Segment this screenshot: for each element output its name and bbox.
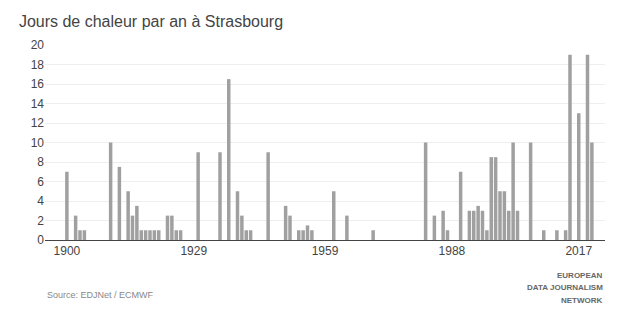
svg-text:12: 12 [31, 116, 45, 130]
svg-text:10: 10 [31, 136, 45, 150]
svg-text:NETWORK: NETWORK [561, 296, 603, 305]
svg-text:1959: 1959 [312, 244, 339, 258]
svg-text:6: 6 [37, 175, 44, 189]
svg-text:2017: 2017 [565, 244, 592, 258]
svg-text:1929: 1929 [180, 244, 207, 258]
svg-text:14: 14 [31, 97, 45, 111]
svg-text:Jours de chaleur par an à Stra: Jours de chaleur par an à Strasbourg [19, 13, 283, 30]
svg-text:0: 0 [37, 233, 44, 247]
svg-text:18: 18 [31, 58, 45, 72]
svg-text:20: 20 [31, 38, 45, 52]
svg-text:DATA JOURNALISM: DATA JOURNALISM [527, 283, 603, 292]
svg-text:2: 2 [37, 214, 44, 228]
svg-text:16: 16 [31, 77, 45, 91]
svg-text:EUROPEAN: EUROPEAN [557, 271, 603, 280]
svg-text:1988: 1988 [439, 244, 466, 258]
svg-text:Source: EDJNet / ECMWF: Source: EDJNet / ECMWF [47, 290, 154, 300]
svg-text:1900: 1900 [54, 244, 81, 258]
svg-text:4: 4 [37, 194, 44, 208]
svg-text:8: 8 [37, 155, 44, 169]
